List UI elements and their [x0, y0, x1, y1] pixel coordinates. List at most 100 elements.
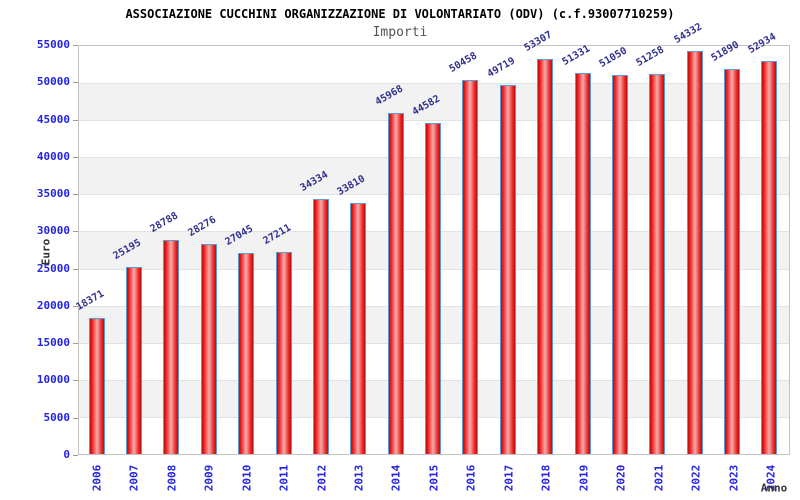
- bar-value-label: 28788: [148, 210, 181, 236]
- bar-slot: 51050: [597, 46, 639, 454]
- x-tick-label: 2009: [202, 464, 216, 492]
- bar-2012: [312, 199, 329, 454]
- x-tick-cell: 2009: [190, 458, 227, 498]
- x-tick-label: 2010: [240, 464, 254, 492]
- y-tick-label: 20000: [36, 298, 70, 312]
- x-tick-cell: 2019: [565, 458, 602, 498]
- bar-value-label: 49719: [485, 55, 517, 81]
- y-tick-mark: [73, 380, 78, 382]
- bar-2016: [462, 79, 479, 454]
- y-tick-mark: [73, 455, 78, 456]
- x-tick-cell: 2013: [340, 458, 377, 498]
- x-tick-label: 2011: [277, 464, 291, 492]
- y-tick-mark: [73, 194, 78, 196]
- x-axis: 2006 2007 2008 2009 2010 2011 2012 2013 2014 2015…: [78, 458, 790, 498]
- bar-2023: [724, 69, 741, 454]
- bar-2021: [649, 73, 666, 454]
- plot-area: 18371 25195 28788 28276 27045 27211 34334 33810…: [74, 21, 790, 455]
- grid-band: [79, 83, 789, 121]
- y-axis-title: Euro: [39, 238, 53, 266]
- x-tick-cell: 2007: [115, 458, 152, 498]
- bar-2018: [537, 58, 554, 454]
- y-tick-label: 45000: [36, 112, 70, 126]
- bar-slot: 53307: [523, 29, 565, 454]
- bar-2011: [275, 252, 292, 454]
- y-tick-mark: [73, 417, 78, 419]
- x-tick-label: 2007: [127, 464, 141, 492]
- x-tick-cell: 2008: [153, 458, 190, 498]
- x-tick-label: 2012: [315, 464, 329, 492]
- bar-value-label: 51890: [709, 39, 742, 65]
- bar-2024: [761, 61, 778, 454]
- bar-slot: 34334: [298, 46, 340, 454]
- bar-value-label: 27045: [223, 223, 256, 249]
- x-tick-cell: 2023: [715, 458, 752, 498]
- grid-line: [79, 83, 789, 85]
- x-tick-cell: 2014: [378, 458, 415, 498]
- bar-series: 18371 25195 28788 28276 27045 27211 34334 33810…: [74, 21, 789, 454]
- y-tick-label: 55000: [36, 38, 70, 51]
- x-tick-cell: 2022: [678, 458, 715, 498]
- bar-value-label: 50458: [447, 50, 480, 75]
- x-tick-cell: 2016: [453, 458, 490, 498]
- bar-slot: 27045: [224, 46, 266, 454]
- bar-value-label: 51050: [597, 45, 630, 71]
- bar-slot: 51890: [710, 39, 751, 454]
- x-tick-label: 2013: [352, 464, 366, 492]
- y-tick-mark: [73, 119, 78, 121]
- bar-value-label: 33810: [335, 173, 368, 199]
- bar-slot: 28788: [149, 46, 191, 454]
- x-tick-label: 2021: [652, 464, 666, 492]
- bar-value-label: 51258: [634, 44, 667, 69]
- x-tick-label: 2008: [165, 464, 179, 492]
- bar-value-label: 45968: [373, 83, 405, 109]
- x-tick-cell: 2020: [603, 458, 640, 498]
- chart-title: ASSOCIAZIONE CUCCHINI ORGANIZZAZIONE DI …: [125, 7, 675, 21]
- x-tick-cell: 2017: [490, 458, 527, 498]
- x-tick-cell: 2010: [228, 458, 265, 498]
- bar-2019: [574, 73, 591, 454]
- x-tick-cell: 2021: [640, 458, 677, 498]
- y-tick-label: 0: [63, 448, 70, 461]
- bar-slot: 44582: [411, 46, 452, 454]
- bar-value-label: 28276: [186, 214, 218, 240]
- bar-slot: 54332: [672, 21, 714, 454]
- bar-value-label: 51331: [560, 43, 592, 69]
- bar-2006: [88, 317, 105, 454]
- bar-value-label: 18371: [74, 288, 106, 313]
- bar-slot: 27211: [261, 46, 303, 454]
- y-tick-label: 50000: [36, 75, 70, 89]
- x-tick-cell: 2011: [265, 458, 302, 498]
- bar-2020: [611, 75, 628, 454]
- bar-slot: 52934: [747, 32, 789, 454]
- grid-line: [79, 120, 789, 122]
- x-tick-label: 2019: [577, 464, 591, 492]
- bar-slot: 33810: [336, 46, 378, 454]
- y-tick-mark: [73, 268, 78, 270]
- y-tick-label: 25000: [36, 261, 70, 275]
- bar-2022: [686, 50, 703, 454]
- bar-slot: 45968: [373, 46, 415, 454]
- y-tick-label: 15000: [36, 336, 70, 350]
- bar-value-label: 25195: [111, 237, 144, 263]
- y-tick-label: 40000: [36, 149, 70, 163]
- x-tick-cell: 2015: [415, 458, 452, 498]
- x-tick-label: 2023: [727, 464, 741, 492]
- x-tick-label: 2015: [427, 464, 441, 492]
- y-tick-label: 10000: [36, 373, 70, 387]
- bar-2017: [499, 85, 516, 454]
- bar-value-label: 34334: [298, 169, 331, 195]
- y-tick-label: 30000: [36, 224, 70, 238]
- bar-slot: 18371: [74, 46, 116, 454]
- bar-2015: [425, 123, 442, 454]
- y-tick-mark: [73, 156, 78, 158]
- bar-slot: 51331: [560, 44, 602, 454]
- x-tick-label: 2020: [614, 464, 628, 492]
- x-tick-label: 2016: [464, 464, 478, 492]
- x-tick-label: 2014: [389, 464, 403, 492]
- bar-2007: [126, 267, 143, 454]
- bar-slot: 50458: [448, 46, 490, 454]
- bar-slot: 28276: [186, 46, 228, 454]
- x-tick-label: 2018: [539, 464, 553, 492]
- y-tick-label: 35000: [36, 187, 70, 201]
